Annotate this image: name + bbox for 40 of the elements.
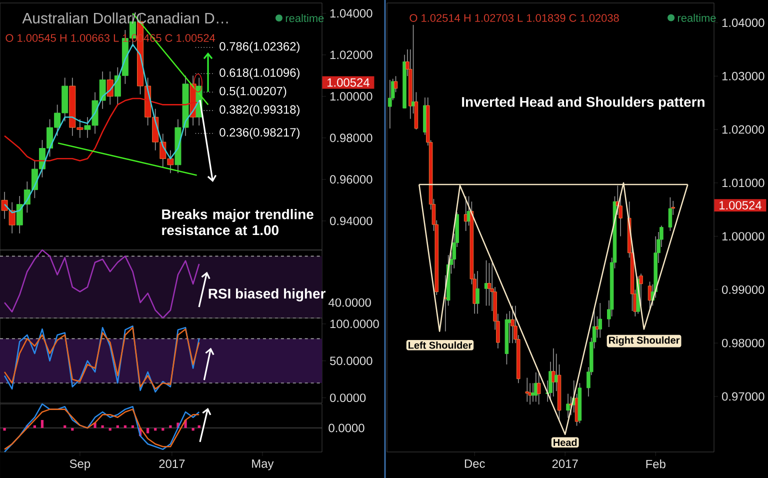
x-tick-label: Feb — [646, 460, 666, 468]
ref-line-label: 0.5(1.00207) — [220, 86, 286, 98]
ref-line-label: 0.236(0.98217) — [220, 128, 300, 139]
annotation: Right Shoulder — [609, 336, 680, 346]
y-tick-label: 1.03000 — [722, 72, 764, 80]
x-tick-label: Dec — [464, 460, 485, 468]
y-tick-label: 0.98000 — [330, 134, 372, 142]
y-tick-label: 1.00000 — [722, 232, 764, 241]
annotation: Breaks major trendline resistance at 1.00 — [162, 208, 314, 236]
annotation: Inverted Head and Shoulders pattern — [462, 96, 704, 110]
annotation: Head — [554, 438, 577, 446]
ref-line-label: 0.618(1.01096) — [220, 68, 300, 80]
y-tick-label: 0.96000 — [330, 175, 372, 184]
ref-line-label: 0.382(0.99318) — [220, 104, 300, 116]
x-tick-label: 2017 — [159, 460, 185, 468]
x-tick-label: 2017 — [552, 460, 578, 468]
annotation: Left Shoulder — [408, 341, 472, 349]
y-tick-label: 1.02000 — [330, 50, 372, 60]
y-tick-label: 50.0000 — [330, 356, 372, 366]
y-tick-label: 0.97000 — [722, 392, 764, 401]
y-tick-label: 0.94000 — [330, 216, 372, 226]
y-tick-label: 1.04000 — [722, 18, 764, 27]
text: 40.0000 — [328, 298, 371, 307]
y-tick-label: 0.99000 — [722, 285, 764, 294]
y-tick-label: 1.00000 — [330, 92, 372, 101]
annotation: RSI biased higher — [208, 288, 326, 302]
x-tick-label: Sep — [70, 460, 90, 470]
ref-line-label: 0.786(1.02362) — [220, 42, 300, 53]
text: O 1.02514 H 1.02703 L 1.01839 C 1.02038 — [410, 14, 619, 22]
y-tick-label: 100.0000 — [330, 320, 379, 328]
text: 1.00524 — [720, 201, 762, 210]
y-tick-label: 0.98000 — [722, 338, 764, 348]
annotation: realtime — [286, 14, 324, 22]
y-tick-label: 1.02000 — [722, 125, 764, 134]
y-tick-label: 1.01000 — [722, 178, 764, 188]
text: 1.00524 — [328, 78, 370, 87]
y-tick-label: 0.0000 — [330, 394, 366, 402]
x-tick-label: May — [252, 460, 274, 470]
y-tick-label: 1.04000 — [330, 9, 372, 18]
annotation: realtime — [678, 14, 716, 22]
